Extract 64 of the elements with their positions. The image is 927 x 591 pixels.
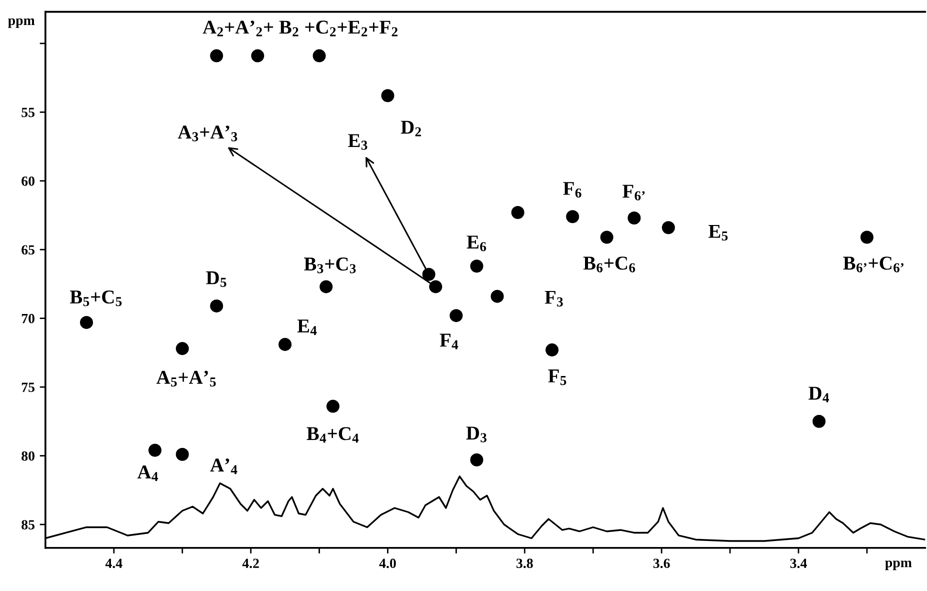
point (176, 448, 189, 461)
annotation: B$_{6’}$+C$_{6’}$ (843, 256, 904, 272)
point (470, 453, 484, 466)
annotation: F$_{6}$ (563, 182, 582, 198)
annotation: E$_{3}$ (348, 134, 368, 150)
annotation: A$_{3}$+A’$_{3}$ (178, 126, 238, 142)
point (278, 338, 292, 351)
point (210, 49, 224, 62)
annotation: B$_{4}$+C$_{4}$ (306, 427, 359, 443)
y-tick-label: 60 (22, 176, 34, 186)
point (80, 316, 94, 329)
point (148, 444, 162, 457)
text: A$_{2}$+A’$_{2}$+ B$_{2}$ +C$_{2}$+E$_{2}$+F$_{2}$ (202, 20, 398, 36)
x-tick-label: 3.6 (653, 558, 670, 568)
annotation: D$_{2}$ (400, 120, 421, 136)
y-tick-label: 85 (22, 520, 34, 530)
point (176, 342, 189, 356)
annotation: F$_{6’}$ (622, 184, 645, 200)
point (326, 400, 340, 413)
point (511, 206, 524, 219)
y-tick-label: 80 (22, 451, 34, 461)
y-tick-label: 75 (22, 382, 34, 392)
annotation: F$_{3}$ (544, 290, 563, 306)
point (860, 230, 874, 244)
y-tick-label: 55 (22, 108, 34, 118)
y-tick-label: 65 (22, 245, 34, 255)
point (662, 221, 675, 234)
point (381, 89, 394, 102)
x-tick-label: 3.8 (516, 558, 533, 568)
x-tick-label: 4.0 (379, 558, 396, 568)
annotation: A’$_{4}$ (210, 458, 238, 474)
annotation: B$_{6}$+C$_{6}$ (583, 256, 636, 272)
annotation: A$_{5}$+A’$_{5}$ (156, 370, 216, 387)
point (422, 268, 436, 281)
x-tick-label: 3.4 (790, 558, 807, 568)
point (251, 49, 264, 62)
x-axis-title: ppm (885, 560, 912, 570)
point (210, 299, 224, 312)
point (628, 211, 641, 224)
annotation: E$_{5}$ (708, 225, 728, 241)
annotation: A$_{4}$ (137, 466, 158, 482)
point (490, 290, 504, 303)
annotation: D$_{5}$ (206, 271, 226, 287)
annotation: E$_{4}$ (297, 320, 317, 336)
point (546, 343, 559, 356)
point (812, 414, 826, 428)
point (566, 210, 580, 224)
y-axis-title: ppm (8, 18, 35, 28)
point (450, 309, 463, 322)
annotation: B$_{5}$+C$_{5}$ (70, 290, 122, 306)
annotation: D$_{4}$ (808, 386, 829, 402)
point (312, 49, 326, 62)
annotation: E$_{6}$ (466, 236, 486, 252)
annotation: F$_{4}$ (440, 334, 458, 350)
point (470, 260, 484, 273)
point (320, 280, 333, 294)
x-tick-label: 4.4 (105, 558, 122, 568)
y-tick-label: 70 (22, 314, 34, 324)
annotation: D$_{3}$ (466, 426, 486, 442)
annotation: F$_{5}$ (548, 370, 566, 386)
point (429, 280, 442, 294)
x-tick-label: 4.2 (242, 558, 259, 568)
point (600, 230, 614, 244)
annotation: B$_{3}$+C$_{3}$ (304, 258, 356, 274)
